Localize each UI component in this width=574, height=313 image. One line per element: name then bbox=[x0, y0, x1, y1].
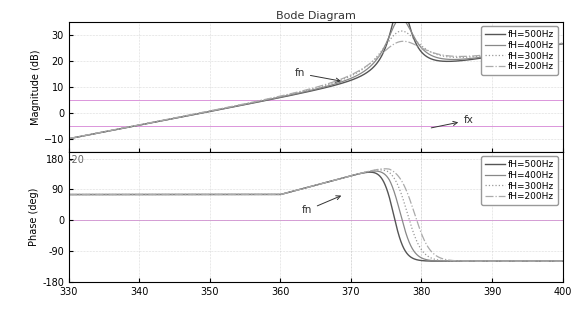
fH=200Hz bbox=[434, 52, 441, 56]
fH=400Hz bbox=[386, 33, 393, 37]
fH=300Hz bbox=[471, 259, 478, 263]
fH=500Hz bbox=[434, 259, 441, 263]
fH=400Hz bbox=[434, 56, 441, 59]
fH=200Hz bbox=[362, 65, 369, 69]
Text: fn: fn bbox=[294, 69, 340, 82]
fH=200Hz bbox=[386, 45, 393, 49]
fH=400Hz bbox=[471, 259, 478, 263]
Line: fH=300Hz: fH=300Hz bbox=[69, 31, 563, 139]
fH=300Hz bbox=[559, 259, 566, 263]
fH=400Hz bbox=[65, 137, 72, 141]
fH=300Hz bbox=[362, 170, 369, 174]
fH=400Hz bbox=[254, 193, 261, 197]
fH=400Hz bbox=[254, 100, 261, 104]
fH=200Hz bbox=[471, 54, 478, 58]
Title: Bode Diagram: Bode Diagram bbox=[276, 11, 356, 21]
fH=200Hz bbox=[434, 254, 441, 258]
Line: fH=400Hz: fH=400Hz bbox=[69, 18, 563, 139]
fH=300Hz bbox=[254, 100, 261, 103]
fH=500Hz bbox=[362, 72, 369, 76]
fH=300Hz bbox=[377, 168, 383, 172]
Text: fx: fx bbox=[431, 115, 474, 128]
fH=300Hz bbox=[398, 29, 405, 33]
fH=400Hz bbox=[434, 259, 441, 263]
Line: fH=400Hz: fH=400Hz bbox=[69, 171, 563, 261]
fH=400Hz bbox=[386, 179, 393, 183]
fH=500Hz bbox=[65, 137, 72, 141]
fH=400Hz bbox=[65, 193, 72, 197]
fH=300Hz bbox=[386, 38, 393, 42]
fH=300Hz bbox=[434, 258, 441, 262]
fH=500Hz bbox=[155, 120, 162, 123]
fH=300Hz bbox=[471, 55, 478, 59]
fH=400Hz bbox=[559, 259, 566, 263]
Y-axis label: Phase (deg): Phase (deg) bbox=[29, 187, 40, 246]
Y-axis label: Magnitude (dB): Magnitude (dB) bbox=[31, 49, 41, 125]
fH=300Hz bbox=[362, 66, 369, 69]
fH=300Hz bbox=[155, 193, 162, 197]
fH=300Hz bbox=[155, 119, 162, 123]
Text: -20: -20 bbox=[69, 155, 85, 165]
fH=200Hz bbox=[65, 193, 72, 197]
fH=400Hz bbox=[362, 69, 369, 73]
Line: fH=200Hz: fH=200Hz bbox=[69, 41, 563, 139]
fH=500Hz bbox=[434, 59, 441, 63]
fH=200Hz bbox=[471, 259, 478, 263]
fH=200Hz bbox=[254, 99, 261, 103]
fH=200Hz bbox=[559, 41, 566, 45]
fH=400Hz bbox=[471, 56, 478, 60]
fH=200Hz bbox=[382, 167, 389, 171]
Text: fn: fn bbox=[301, 196, 340, 215]
fH=400Hz bbox=[362, 171, 369, 174]
fH=200Hz bbox=[155, 193, 162, 197]
fH=300Hz bbox=[386, 171, 393, 175]
fH=500Hz bbox=[254, 100, 261, 104]
fH=500Hz bbox=[155, 193, 162, 197]
fH=500Hz bbox=[559, 42, 566, 46]
fH=400Hz bbox=[371, 169, 378, 173]
Line: fH=200Hz: fH=200Hz bbox=[69, 169, 563, 261]
Legend: fH=500Hz, fH=400Hz, fH=300Hz, fH=200Hz: fH=500Hz, fH=400Hz, fH=300Hz, fH=200Hz bbox=[481, 26, 558, 75]
fH=200Hz bbox=[559, 259, 566, 263]
fH=200Hz bbox=[155, 119, 162, 123]
Line: fH=500Hz: fH=500Hz bbox=[69, 3, 563, 139]
fH=400Hz bbox=[397, 16, 404, 20]
fH=400Hz bbox=[155, 120, 162, 123]
fH=500Hz bbox=[471, 57, 478, 61]
fH=200Hz bbox=[254, 193, 261, 197]
fH=500Hz bbox=[65, 193, 72, 197]
fH=200Hz bbox=[400, 39, 407, 43]
fH=500Hz bbox=[386, 32, 393, 36]
fH=200Hz bbox=[362, 170, 369, 174]
fH=300Hz bbox=[254, 193, 261, 197]
fH=300Hz bbox=[559, 41, 566, 45]
Line: fH=300Hz: fH=300Hz bbox=[69, 170, 563, 261]
fH=500Hz bbox=[386, 198, 393, 202]
Line: fH=500Hz: fH=500Hz bbox=[69, 172, 563, 261]
fH=200Hz bbox=[65, 137, 72, 141]
fH=500Hz bbox=[559, 259, 566, 263]
fH=300Hz bbox=[434, 53, 441, 57]
fH=400Hz bbox=[559, 42, 566, 45]
fH=500Hz bbox=[362, 171, 369, 175]
fH=300Hz bbox=[65, 193, 72, 197]
fH=500Hz bbox=[367, 170, 374, 174]
fH=500Hz bbox=[254, 193, 261, 197]
fH=200Hz bbox=[386, 167, 393, 171]
fH=400Hz bbox=[155, 193, 162, 197]
fH=300Hz bbox=[65, 137, 72, 141]
Legend: fH=500Hz, fH=400Hz, fH=300Hz, fH=200Hz: fH=500Hz, fH=400Hz, fH=300Hz, fH=200Hz bbox=[481, 156, 558, 205]
fH=500Hz bbox=[471, 259, 478, 263]
fH=500Hz bbox=[397, 1, 404, 4]
